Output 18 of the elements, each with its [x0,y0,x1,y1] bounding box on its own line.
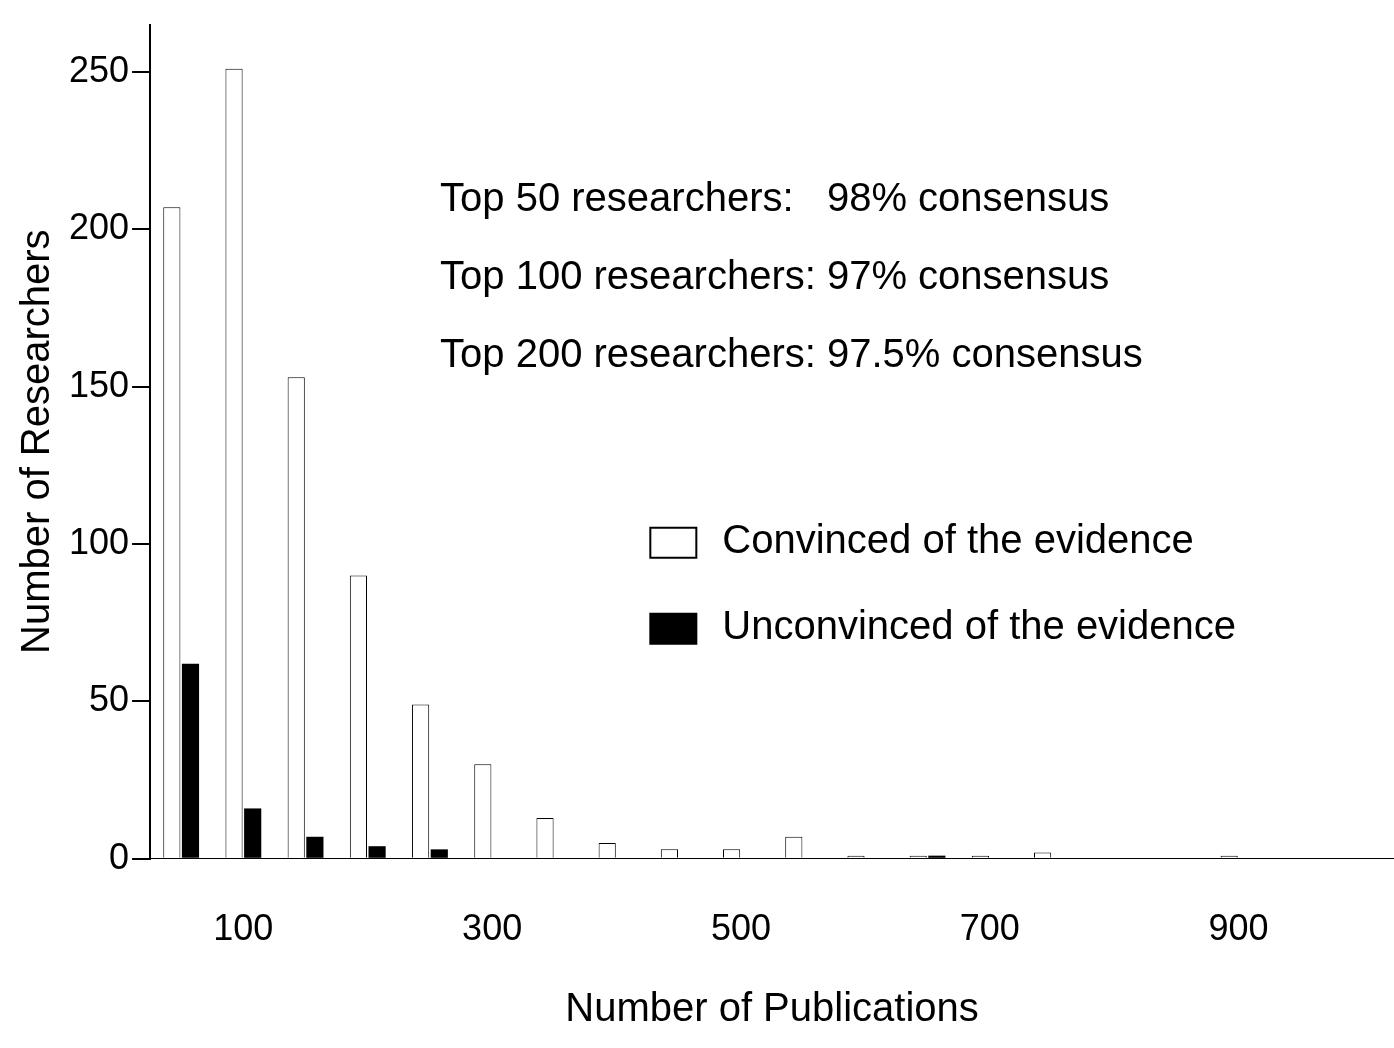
annotation: Top 50 researchers: 98% consensus [440,174,1110,219]
x-tick-label: 300 [462,907,523,949]
x-tick-label: 500 [710,907,771,949]
legend-label: Convinced of the evidence [722,516,1194,561]
y-tick-label: 50 [89,678,130,720]
y-tick-label: 100 [68,520,130,562]
y-tick-label: 250 [68,48,130,90]
annotation: Top 100 researchers: 97% consensus [440,252,1110,297]
y-tick-label: 0 [109,835,130,877]
annotation: Top 200 researchers: 97.5% consensus [440,330,1143,375]
y-tick-label: 200 [68,206,130,248]
x-axis-title: Number of Publications [565,985,979,1030]
x-tick-label: 900 [1208,907,1269,949]
legend-label: Unconvinced of the evidence [722,602,1236,647]
y-tick-label: 150 [68,363,130,405]
x-tick-label: 700 [959,907,1020,949]
y-axis-title: Number of Researchers [13,229,58,654]
x-tick-label: 100 [213,907,274,949]
